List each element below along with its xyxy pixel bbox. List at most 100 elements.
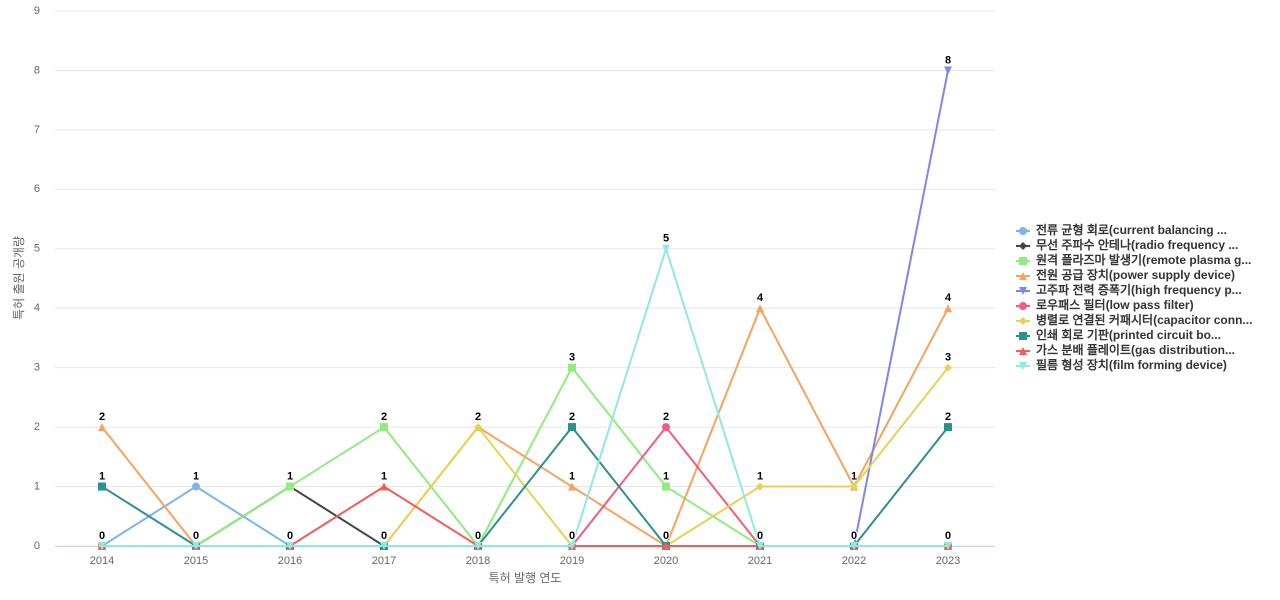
- marker: [756, 482, 764, 491]
- marker: [850, 482, 858, 491]
- x-tick-label: 2023: [936, 555, 960, 567]
- marker: [568, 482, 576, 491]
- legend-label: 원격 플라즈마 발생기(remote plasma g...: [1036, 252, 1251, 267]
- series-line: [102, 485, 948, 547]
- x-tick-label: 2022: [842, 555, 866, 567]
- legend-label: 무선 주파수 안테나(radio frequency ...: [1036, 237, 1238, 252]
- marker: [944, 66, 952, 75]
- marker: [662, 482, 670, 491]
- y-tick-label: 4: [34, 302, 40, 314]
- x-tick-label: 2018: [466, 555, 490, 567]
- legend-label: 전원 공급 장치(power supply device): [1036, 267, 1235, 282]
- marker: [756, 304, 764, 313]
- marker: [380, 423, 388, 432]
- series-line: [101, 485, 948, 547]
- marker: [568, 542, 576, 550]
- legend-label: 전류 균형 회로(current balancing ...: [1036, 222, 1227, 237]
- x-axis-title: 특허 발행 연도: [489, 570, 562, 585]
- y-axis-title: 특허 출원 공개량: [12, 236, 26, 320]
- marker: [1019, 242, 1027, 250]
- data-label: 2: [945, 411, 951, 423]
- data-label: 0: [99, 530, 105, 542]
- data-label: 1: [381, 470, 387, 482]
- marker: [1019, 332, 1027, 340]
- data-label: 1: [663, 470, 669, 482]
- marker: [286, 542, 294, 550]
- data-label: 4: [945, 292, 952, 304]
- series: [98, 482, 952, 550]
- data-label: 0: [851, 530, 857, 542]
- data-label: 0: [757, 530, 763, 542]
- data-label: 0: [287, 530, 293, 542]
- data-label: 0: [569, 530, 575, 542]
- data-label: 0: [381, 530, 387, 542]
- x-tick-label: 2019: [560, 555, 584, 567]
- data-label: 1: [287, 470, 293, 482]
- series-line: [102, 485, 948, 547]
- marker: [1019, 302, 1027, 310]
- legend-label: 고주파 전력 증폭기(high frequency p...: [1036, 282, 1242, 297]
- marker: [1019, 227, 1027, 235]
- marker: [98, 542, 106, 550]
- marker: [756, 542, 764, 550]
- series: [98, 482, 952, 550]
- x-tick-label: 2020: [654, 555, 678, 567]
- data-label: 2: [381, 411, 387, 423]
- y-tick-label: 9: [34, 5, 40, 17]
- y-tick-label: 5: [34, 243, 40, 255]
- marker: [380, 482, 388, 491]
- data-label: 0: [475, 530, 481, 542]
- marker: [944, 423, 952, 432]
- legend-label: 필름 형성 장치(film forming device): [1036, 357, 1227, 372]
- marker: [1019, 287, 1027, 295]
- data-label: 0: [945, 530, 951, 542]
- data-label: 4: [757, 292, 764, 304]
- marker: [1019, 272, 1027, 280]
- data-label: 2: [99, 411, 105, 423]
- data-label: 5: [663, 233, 669, 245]
- marker: [1019, 317, 1027, 325]
- x-tick-label: 2016: [278, 555, 302, 567]
- data-label: 1: [851, 470, 857, 482]
- marker: [1019, 257, 1027, 265]
- data-label: 1: [569, 470, 575, 482]
- marker: [286, 482, 294, 491]
- legend-label: 인쇄 회로 기판(printed circuit bo...: [1036, 327, 1221, 342]
- marker: [662, 244, 670, 253]
- legend-label: 가스 분배 플레이트(gas distribution...: [1036, 342, 1235, 357]
- x-tick-label: 2021: [748, 555, 772, 567]
- data-label: 3: [569, 352, 575, 364]
- marker: [192, 542, 200, 550]
- marker: [98, 423, 106, 432]
- x-tick-label: 2017: [372, 555, 396, 567]
- y-tick-label: 0: [34, 540, 40, 552]
- y-tick-label: 1: [34, 480, 40, 492]
- data-label: 2: [569, 411, 575, 423]
- marker: [474, 542, 482, 550]
- marker: [98, 482, 106, 491]
- series: [98, 244, 952, 550]
- marker: [662, 542, 670, 550]
- data-label: 2: [475, 411, 481, 423]
- marker: [944, 363, 952, 372]
- legend-label: 병렬로 연결된 커패시터(capacitor conn...: [1036, 312, 1252, 327]
- legend-label: 로우패스 필터(low pass filter): [1036, 297, 1194, 312]
- data-label: 1: [193, 470, 199, 482]
- data-label: 8: [945, 54, 951, 66]
- marker: [1019, 362, 1027, 370]
- series-line: [102, 245, 948, 547]
- marker: [1019, 347, 1027, 355]
- data-label: 3: [945, 352, 951, 364]
- y-tick-label: 8: [34, 64, 40, 76]
- series: [98, 482, 952, 550]
- marker: [850, 542, 858, 550]
- y-tick-label: 6: [34, 183, 40, 195]
- marker: [944, 542, 952, 550]
- y-tick-label: 7: [34, 124, 40, 136]
- marker: [944, 304, 952, 313]
- x-tick-label: 2014: [90, 555, 114, 567]
- marker: [474, 423, 482, 432]
- data-label: 0: [193, 530, 199, 542]
- marker: [568, 363, 576, 372]
